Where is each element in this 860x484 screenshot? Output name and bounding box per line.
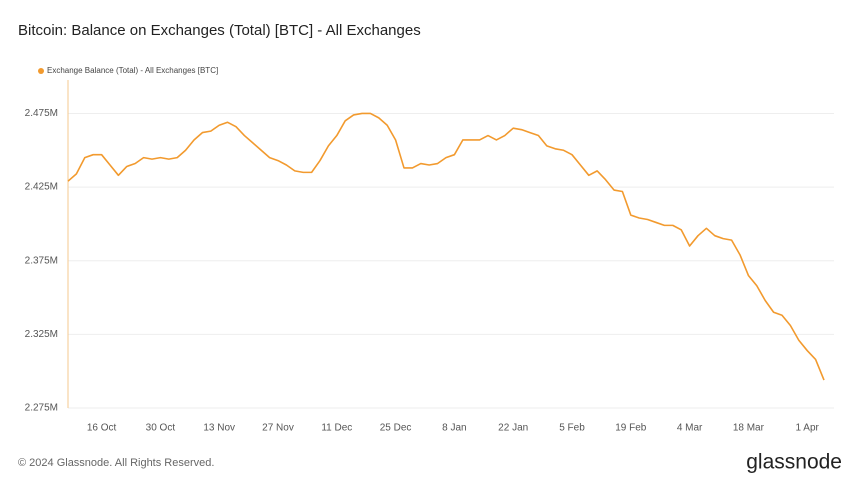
x-tick-label: 1 Apr	[796, 423, 820, 434]
x-tick-label: 4 Mar	[677, 423, 703, 434]
x-tick-label: 8 Jan	[442, 423, 466, 434]
x-tick-label: 30 Oct	[146, 423, 176, 434]
legend-label: Exchange Balance (Total) - All Exchanges…	[47, 66, 218, 75]
x-tick-label: 5 Feb	[559, 423, 585, 434]
y-tick-label: 2.325M	[25, 329, 58, 340]
x-tick-label: 18 Mar	[733, 423, 765, 434]
x-tick-label: 11 Dec	[321, 423, 352, 434]
x-tick-label: 13 Nov	[203, 423, 235, 434]
y-tick-label: 2.425M	[25, 182, 58, 193]
y-tick-label: 2.275M	[25, 403, 58, 414]
data-line	[67, 112, 825, 381]
y-tick-label: 2.375M	[25, 255, 58, 266]
brand-logo: glassnode	[746, 451, 842, 474]
x-tick-label: 16 Oct	[87, 423, 117, 434]
legend-swatch	[38, 68, 44, 74]
x-tick-label: 19 Feb	[615, 423, 647, 434]
x-tick-label: 22 Jan	[498, 423, 528, 434]
x-tick-label: 25 Dec	[380, 423, 412, 434]
x-tick-label: 27 Nov	[262, 423, 294, 434]
chart-title: Bitcoin: Balance on Exchanges (Total) [B…	[18, 22, 421, 39]
footer: © 2024 Glassnode. All Rights Reserved.	[18, 457, 214, 469]
y-tick-label: 2.475M	[25, 108, 58, 119]
